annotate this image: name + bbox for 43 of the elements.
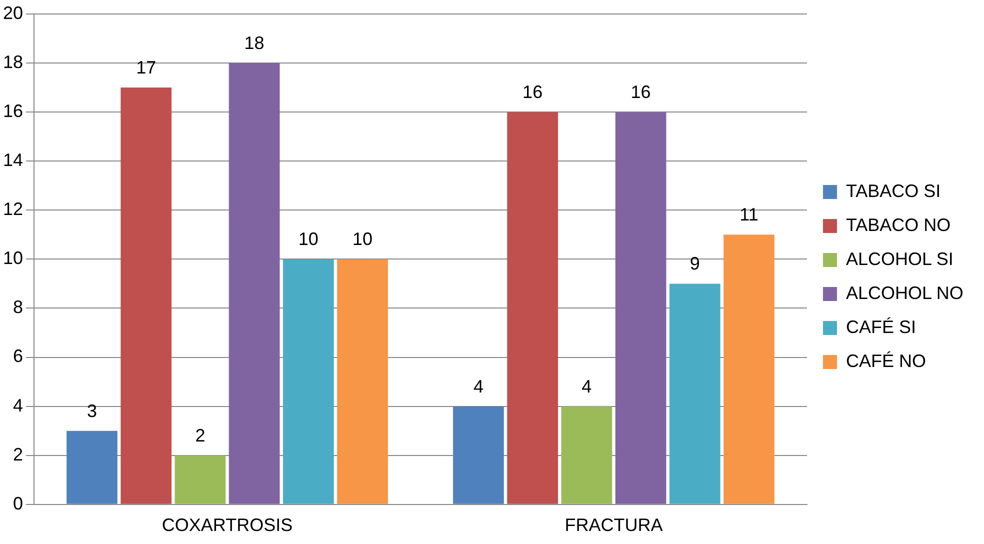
y-tick-label: 16 <box>2 101 24 122</box>
data-label: 10 <box>298 229 318 250</box>
y-tick-label: 8 <box>13 297 24 318</box>
bar <box>174 455 226 504</box>
legend-label: CAFÉ NO <box>846 350 926 371</box>
y-tick-label: 4 <box>13 395 24 416</box>
y-tick-label: 6 <box>13 346 24 366</box>
bar <box>66 430 118 504</box>
y-tick-label: 12 <box>2 199 24 220</box>
bar <box>228 63 280 504</box>
bar <box>669 284 720 504</box>
legend-label: TABACO NO <box>846 214 951 235</box>
legend-label: ALCOHOL NO <box>846 282 964 303</box>
data-label: 4 <box>582 376 592 396</box>
bar <box>337 259 388 504</box>
data-label: 11 <box>740 204 758 225</box>
data-label: 10 <box>352 229 373 250</box>
y-tick-label: 2 <box>13 444 24 464</box>
bar <box>615 112 666 504</box>
data-label: 9 <box>690 254 700 274</box>
data-label: 18 <box>244 33 264 54</box>
data-label: 3 <box>86 400 97 421</box>
bar <box>282 259 334 504</box>
bar <box>453 406 504 504</box>
data-label: 2 <box>195 425 206 446</box>
bar <box>507 112 558 504</box>
data-label: 4 <box>473 376 484 396</box>
bar <box>120 88 172 504</box>
bar <box>724 234 774 504</box>
y-tick-label: 0 <box>13 493 24 514</box>
bar <box>561 406 612 504</box>
legend-label: TABACO SI <box>846 180 941 201</box>
legend-label: ALCOHOL SI <box>846 248 954 269</box>
data-label: 16 <box>630 82 651 102</box>
y-tick-label: 14 <box>2 150 24 170</box>
legend-label: CAFÉ SI <box>846 316 916 337</box>
x-tick-label: FRACTURA <box>564 515 663 536</box>
y-tick-label: 10 <box>2 248 24 268</box>
y-tick-label: 20 <box>2 2 24 23</box>
y-tick-label: 18 <box>2 52 24 72</box>
data-label: 17 <box>136 58 156 78</box>
data-label: 16 <box>522 82 543 102</box>
x-tick-label: COXARTROSIS <box>162 515 293 536</box>
